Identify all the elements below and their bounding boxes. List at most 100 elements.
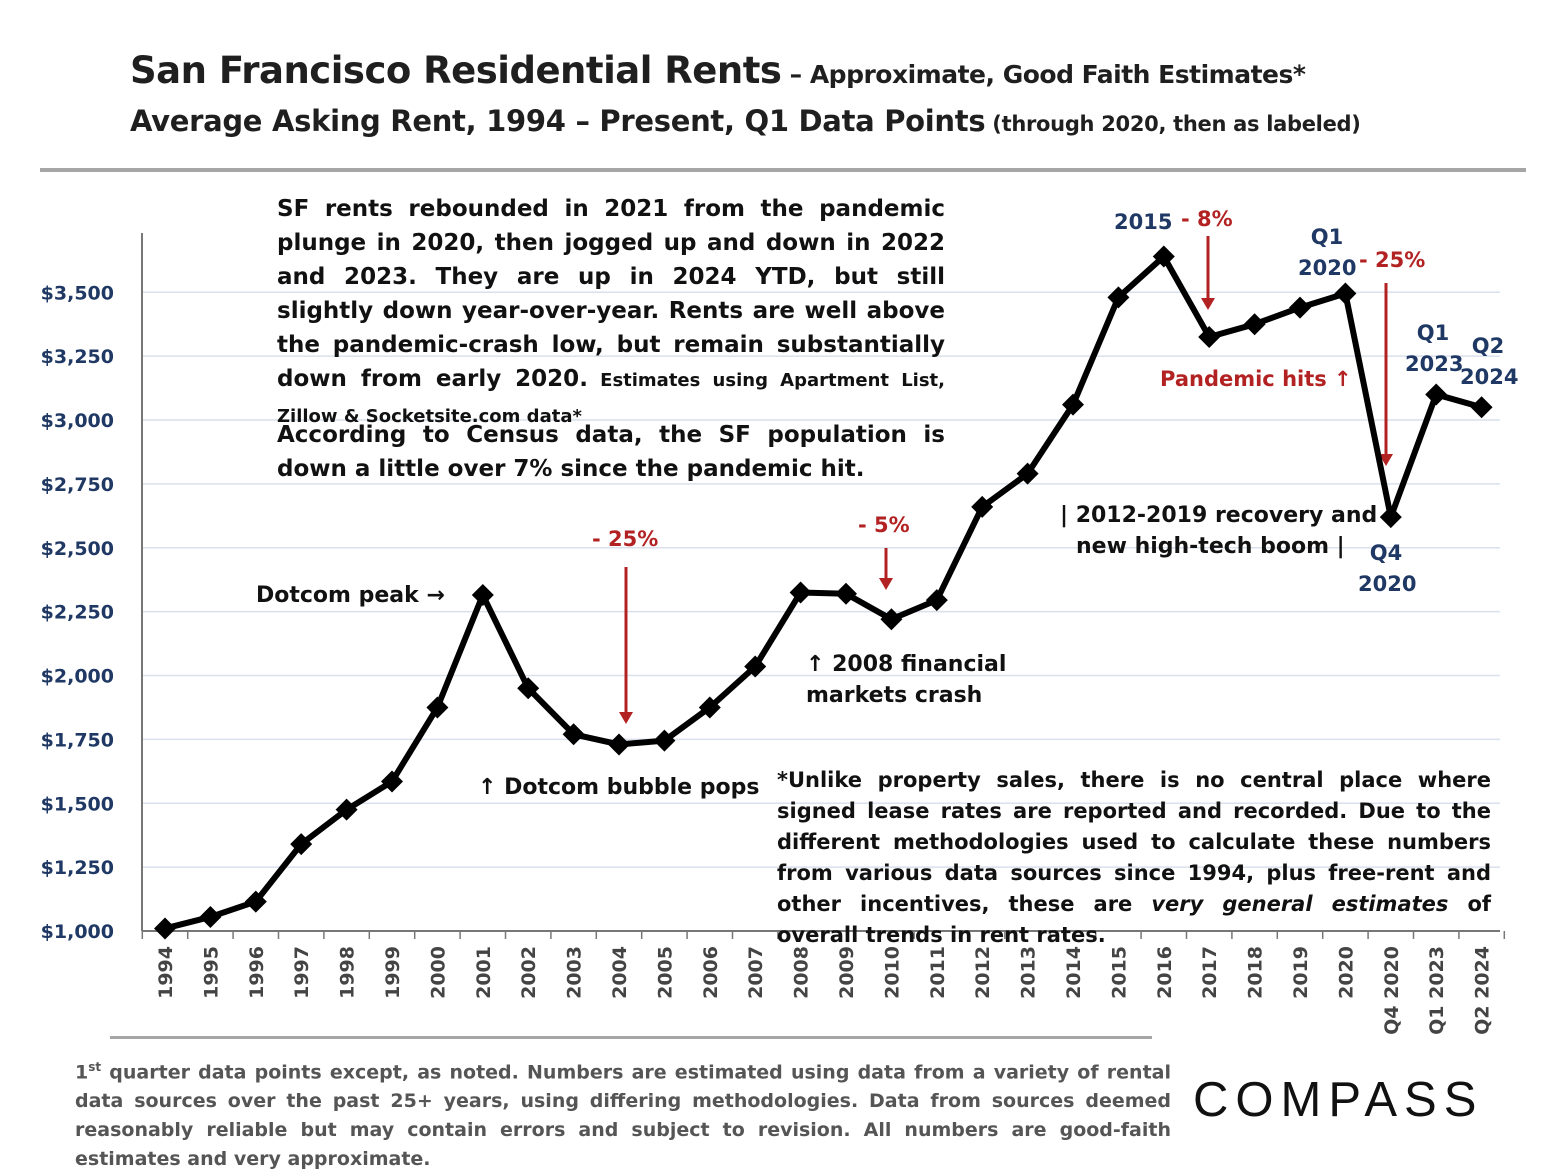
x-tick-label: 2009 [836, 946, 858, 999]
bottom-divider [110, 1036, 1152, 1039]
financial-crash-label-line1: ↑ 2008 financial [806, 652, 1007, 677]
x-tick-label: 2005 [654, 946, 676, 999]
x-tick-label: 2011 [927, 946, 949, 999]
data-point [562, 723, 585, 746]
compass-logo: COMPASS [1193, 1073, 1484, 1127]
label-2015: 2015 [1114, 210, 1173, 234]
x-tick-label: 1997 [291, 946, 313, 999]
data-point [1425, 383, 1448, 406]
x-tick-label: 2003 [564, 946, 586, 999]
x-tick-label: 2010 [881, 946, 903, 999]
footnote: 1st quarter data points except, as noted… [75, 1060, 1171, 1171]
x-tick-label: 2019 [1290, 946, 1312, 999]
x-tick-label: Q1 2023 [1426, 946, 1448, 1035]
data-point [1107, 286, 1130, 309]
chart-title-block: San Francisco Residential Rents – Approx… [130, 48, 1361, 147]
data-point [835, 582, 857, 605]
x-tick-label: 2014 [1063, 946, 1085, 999]
x-tick-label: 2016 [1154, 946, 1176, 999]
x-tick-label: 1996 [246, 946, 268, 999]
x-tick-label: 2012 [972, 946, 994, 999]
recovery-label-line2: new high-tech boom | [1076, 534, 1345, 559]
y-tick-label: $1,750 [41, 729, 114, 751]
x-tick-label: 2001 [473, 946, 495, 999]
data-point [1334, 282, 1357, 305]
data-point [744, 655, 767, 678]
data-point [1289, 296, 1311, 319]
y-tick-label: $1,000 [41, 921, 114, 943]
data-point [1062, 393, 1084, 416]
disclaimer-emphasis: very general estimates [1151, 892, 1449, 916]
data-point [1152, 245, 1175, 268]
y-tick-label: $2,500 [41, 538, 114, 560]
data-point [608, 733, 630, 756]
data-point [244, 890, 267, 913]
y-tick-label: $3,000 [41, 410, 114, 432]
data-point [1379, 506, 1402, 529]
x-tick-label: 2017 [1199, 946, 1221, 999]
y-tick-label: $2,750 [41, 474, 114, 496]
financial-crash-label-line2: markets crash [806, 683, 983, 708]
drop-2004-label: - 25% [592, 527, 659, 551]
data-point [199, 905, 222, 928]
top-divider [40, 168, 1526, 172]
arrow-2010-head [879, 578, 893, 590]
q1-2023-label-line2: 2023 [1405, 352, 1464, 376]
pandemic-hits-label: Pandemic hits ↑ [1160, 367, 1352, 391]
drop-2017-label: - 8% [1181, 207, 1233, 231]
x-tick-label: 2013 [1018, 946, 1040, 999]
dotcom-peak-label: Dotcom peak → [256, 583, 445, 608]
footnote-superscript: st [88, 1060, 102, 1074]
q1-2023-label-line1: Q1 [1416, 321, 1450, 345]
data-point [698, 696, 721, 719]
q1-2020-label-line2: 2020 [1298, 256, 1357, 280]
data-point [1470, 396, 1493, 419]
chart-title: San Francisco Residential Rents – Approx… [130, 49, 1306, 92]
x-tick-label: Q2 2024 [1472, 946, 1494, 1035]
x-tick-label: 2018 [1245, 946, 1267, 999]
y-tick-label: $1,250 [41, 857, 114, 879]
x-tick-label: 1994 [155, 946, 177, 999]
y-tick-label: $2,000 [41, 666, 114, 688]
data-point [925, 589, 948, 612]
q1-2020-label-line1: Q1 [1310, 225, 1344, 249]
chart-subtitle-sub: (through 2020, then as labeled) [985, 112, 1361, 136]
arrow-2004-head [619, 712, 633, 724]
y-tick-label: $2,250 [41, 602, 114, 624]
x-tick-label: 2006 [700, 946, 722, 999]
data-point [381, 770, 403, 793]
census-note: According to Census data, the SF populat… [277, 422, 945, 482]
arrow-2017-head [1201, 298, 1215, 310]
data-point [1016, 462, 1039, 485]
data-point [154, 917, 176, 940]
chart-subtitle: Average Asking Rent, 1994 – Present, Q1 … [130, 104, 1361, 138]
intro-note: SF rents rebounded in 2021 from the pand… [277, 196, 945, 427]
q2-2024-label-line2: 2024 [1460, 365, 1519, 389]
x-tick-label: 2002 [518, 946, 540, 999]
disclaimer-note: *Unlike property sales, there is no cent… [777, 768, 1492, 947]
chart-title-sub: – Approximate, Good Faith Estimates* [781, 60, 1306, 89]
data-point [971, 495, 994, 518]
q4-2020-label-line1: Q4 [1369, 541, 1403, 565]
data-point [517, 677, 540, 700]
arrow-2020-head [1379, 454, 1393, 466]
data-point [789, 581, 812, 604]
data-point [1243, 313, 1266, 336]
data-point [426, 696, 449, 719]
x-tick-label: 2007 [745, 946, 767, 999]
x-tick-label: 1998 [337, 946, 359, 999]
x-tick-label: 2008 [791, 946, 813, 999]
data-point [290, 833, 313, 856]
drop-2010-label: - 5% [858, 513, 910, 537]
recovery-label-line1: | 2012-2019 recovery and [1060, 503, 1378, 528]
data-point [1198, 325, 1221, 348]
data-point [653, 729, 676, 752]
y-tick-label: $3,500 [41, 282, 114, 304]
dotcom-pops-label: ↑ Dotcom bubble pops [478, 775, 760, 800]
x-tick-label: Q4 2020 [1381, 946, 1403, 1035]
intro-note-sources: Estimates using Apartment List, Zillow &… [277, 370, 945, 427]
x-tick-label: 2000 [427, 946, 449, 999]
x-tick-label: 1995 [200, 946, 222, 999]
data-point [471, 584, 494, 607]
